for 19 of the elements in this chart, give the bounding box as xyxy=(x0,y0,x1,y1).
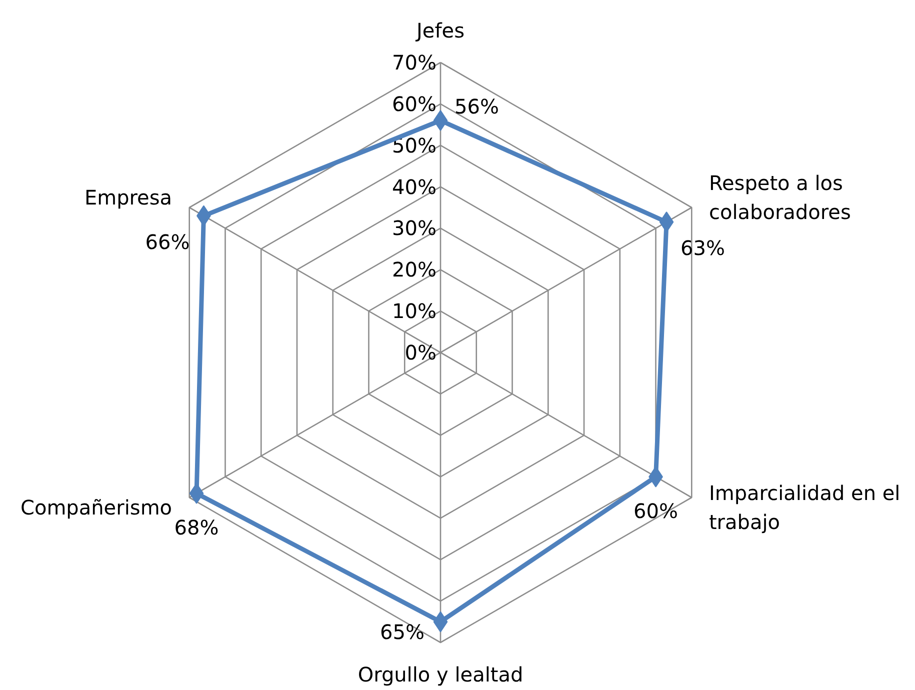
data-label: 60% xyxy=(634,498,678,523)
data-label: 56% xyxy=(454,94,499,118)
y-tick-label: 60% xyxy=(392,92,436,116)
spoke-label: Orgullo y lealtad xyxy=(358,662,524,686)
data-label: 65% xyxy=(380,620,424,644)
y-tick-label: 30% xyxy=(392,216,436,240)
y-tick-label: 70% xyxy=(392,50,436,74)
spoke-label: Imparcialidad en el trabajo xyxy=(708,481,900,534)
data-label: 66% xyxy=(145,230,190,254)
y-tick-label: 40% xyxy=(392,174,436,199)
data-label: 63% xyxy=(680,236,725,260)
y-tick-label: 0% xyxy=(404,340,437,364)
spoke-label: Respeto a los colaboradores xyxy=(708,171,851,224)
data-label: 68% xyxy=(174,515,219,540)
spoke-label: Jefes xyxy=(414,18,464,42)
y-tick-label: 20% xyxy=(392,258,436,282)
spoke-label: Compañerismo xyxy=(20,496,172,520)
spoke-label: Empresa xyxy=(84,186,172,210)
y-tick-label: 10% xyxy=(392,299,436,324)
